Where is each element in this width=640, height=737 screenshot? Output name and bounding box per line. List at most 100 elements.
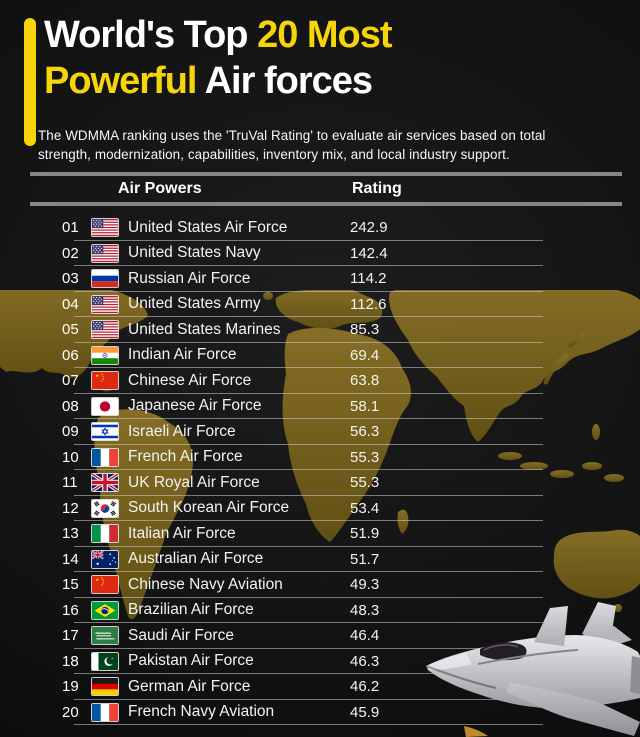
table-row: 01 United States Air Force 242.9	[0, 215, 640, 241]
flag-gb-icon	[92, 474, 118, 492]
table-row: 19 German Air Force 46.2	[0, 674, 640, 700]
force-name: Chinese Air Force	[128, 371, 252, 389]
rating-value: 46.2	[350, 678, 380, 696]
table-row: 05 United States Marines 85.3	[0, 317, 640, 343]
rating-value: 48.3	[350, 601, 380, 619]
rating-value: 56.3	[350, 423, 380, 441]
table-row: 03 Russian Air Force 114.2	[0, 266, 640, 292]
table-row: 07 Chinese Air Force 63.8	[0, 368, 640, 394]
fighter-jet-image	[425, 602, 640, 737]
flag-br-icon	[92, 601, 118, 619]
column-header-rating: Rating	[352, 180, 402, 197]
subtitle-text: The WDMMA ranking uses the 'TruVal Ratin…	[38, 128, 546, 163]
force-name: United States Air Force	[128, 218, 288, 236]
rank-label: 15	[62, 576, 79, 594]
rank-label: 10	[62, 448, 79, 466]
flag-it-icon	[92, 525, 118, 543]
rank-label: 06	[62, 346, 79, 364]
flag-pk-icon	[92, 652, 118, 670]
table-row: 16 Brazilian Air Force 48.3	[0, 598, 640, 624]
force-name: German Air Force	[128, 677, 251, 695]
rank-label: 11	[62, 474, 78, 492]
table-row: 20 French Navy Aviation 45.9	[0, 700, 640, 726]
flag-cn-icon	[92, 372, 118, 390]
force-name: Italian Air Force	[128, 524, 236, 542]
force-name: United States Navy	[128, 244, 261, 262]
flag-sa-icon	[92, 627, 118, 645]
force-name: UK Royal Air Force	[128, 473, 260, 491]
force-name: United States Marines	[128, 320, 281, 338]
flag-us-icon	[92, 244, 118, 262]
force-name: Australian Air Force	[128, 550, 264, 568]
table-row: 11 UK Royal Air Force 55.3	[0, 470, 640, 496]
rating-value: 55.3	[350, 474, 380, 492]
force-name: French Air Force	[128, 448, 243, 466]
title-line-2: Powerful Air forces	[44, 58, 392, 104]
rank-label: 14	[62, 550, 79, 568]
rank-label: 17	[62, 627, 79, 645]
rank-label: 05	[62, 321, 79, 339]
flag-de-icon	[92, 678, 118, 696]
table-body: 01 United States Air Force 242.9 02 Unit…	[0, 215, 640, 725]
rating-value: 242.9	[350, 219, 388, 237]
table-row: 02 United States Navy 142.4	[0, 241, 640, 267]
rank-label: 12	[62, 499, 79, 517]
force-name: Saudi Air Force	[128, 626, 234, 644]
table-row: 06 Indian Air Force 69.4	[0, 343, 640, 369]
rank-label: 18	[62, 652, 79, 670]
force-name: South Korean Air Force	[128, 499, 290, 517]
force-name: Indian Air Force	[128, 346, 237, 364]
rank-label: 01	[62, 219, 79, 237]
rank-label: 04	[62, 295, 79, 313]
rating-value: 114.2	[350, 270, 387, 288]
rank-label: 03	[62, 270, 79, 288]
rating-value: 53.4	[350, 499, 380, 517]
table-row: 12 South Korean Air Force 53.4	[0, 496, 640, 522]
page-title: World's Top 20 Most Powerful Air forces	[44, 12, 393, 104]
rating-value: 85.3	[350, 321, 380, 339]
table-row: 14 Australian Air Force 51.7	[0, 547, 640, 573]
force-name: United States Army	[128, 295, 261, 313]
flag-us-icon	[92, 219, 118, 237]
rating-value: 51.9	[350, 525, 380, 543]
rank-label: 16	[62, 601, 79, 619]
rank-label: 02	[62, 244, 79, 262]
rank-label: 13	[62, 525, 79, 543]
flag-fr-icon	[92, 703, 118, 721]
title-accent-bar	[24, 18, 36, 146]
force-name: French Navy Aviation	[128, 703, 275, 721]
rating-value: 69.4	[350, 346, 380, 364]
flag-fr-icon	[92, 448, 118, 466]
table-header: Air Powers Rating	[30, 172, 622, 206]
rank-label: 20	[62, 703, 79, 721]
column-header-air-powers: Air Powers	[118, 180, 202, 197]
flag-jp-icon	[92, 397, 118, 415]
rating-value: 49.3	[350, 576, 380, 594]
flag-us-icon	[92, 321, 118, 339]
flag-ru-icon	[92, 270, 118, 288]
force-name: Brazilian Air Force	[128, 601, 254, 619]
flag-us-icon	[92, 295, 118, 313]
rating-value: 46.3	[350, 652, 380, 670]
force-name: Japanese Air Force	[128, 397, 262, 415]
table-row: 18 Pakistan Air Force 46.3	[0, 649, 640, 675]
title-line1-white: World's Top	[44, 14, 258, 56]
flag-in-icon	[92, 346, 118, 364]
title-line-1: World's Top 20 Most	[44, 12, 393, 58]
table-row: 17 Saudi Air Force 46.4	[0, 623, 640, 649]
flag-kr-icon	[92, 499, 118, 517]
rating-value: 142.4	[350, 244, 388, 262]
force-name: Israeli Air Force	[128, 422, 236, 440]
rating-value: 46.4	[350, 627, 380, 645]
rank-label: 08	[62, 397, 79, 415]
force-name: Chinese Navy Aviation	[128, 575, 283, 593]
force-name: Russian Air Force	[128, 269, 251, 287]
rank-label: 09	[62, 423, 79, 441]
table-row: 04 United States Army 112.6	[0, 292, 640, 318]
title-line2-yellow: Powerful	[44, 60, 205, 102]
table-row: 15 Chinese Navy Aviation 49.3	[0, 572, 640, 598]
world-map-background	[0, 290, 640, 620]
rating-value: 51.7	[350, 550, 380, 568]
table-row: 10 French Air Force 55.3	[0, 445, 640, 471]
